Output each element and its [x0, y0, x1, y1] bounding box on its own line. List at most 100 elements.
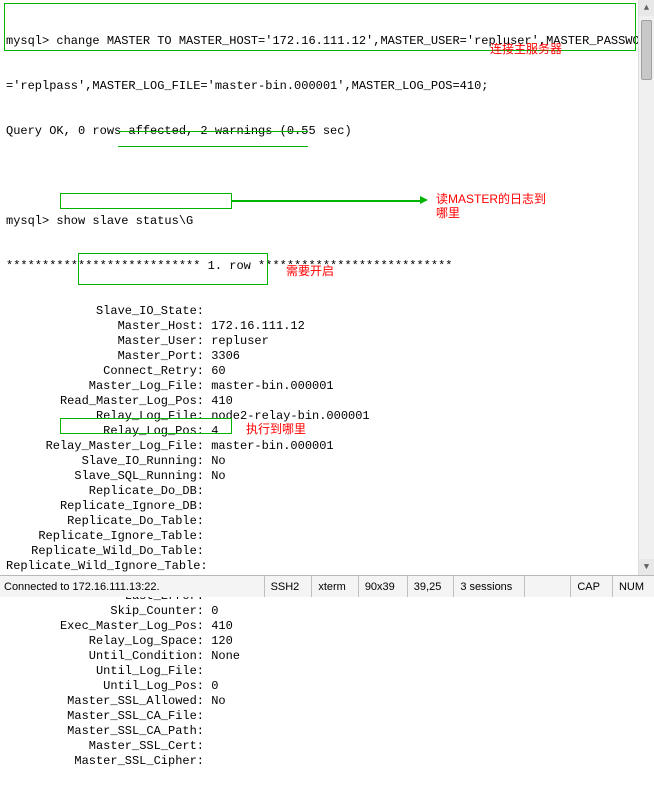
status-connected: Connected to 172.16.111.13:22. — [4, 581, 160, 593]
field-label: Replicate_Wild_Do_Table: — [6, 544, 204, 559]
scroll-thumb[interactable] — [641, 20, 652, 80]
status-field-row: Until_Condition: None — [6, 649, 648, 664]
scroll-up-icon[interactable]: ▲ — [639, 0, 654, 16]
scroll-down-icon[interactable]: ▼ — [639, 559, 654, 575]
status-field-row: Replicate_Ignore_DB: — [6, 499, 648, 514]
field-label: Replicate_Do_DB: — [6, 484, 204, 499]
field-label: Until_Log_File: — [6, 664, 204, 679]
status-field-row: Connect_Retry: 60 — [6, 364, 648, 379]
field-label: Skip_Counter: — [6, 604, 204, 619]
field-label: Master_Port: — [6, 349, 204, 364]
field-value — [204, 709, 211, 723]
status-field-row: Relay_Log_Pos: 4 — [6, 424, 648, 439]
annotation-read-master-log: 读MASTER的日志到哪里 — [436, 192, 546, 220]
field-value — [204, 529, 211, 543]
status-sessions: 3 sessions — [453, 576, 518, 597]
field-value — [204, 664, 211, 678]
field-value: 0 — [204, 604, 218, 618]
status-field-row: Slave_SQL_Running: No — [6, 469, 648, 484]
field-value — [204, 304, 211, 318]
field-value: 3306 — [204, 349, 240, 363]
status-cap: CAP — [570, 576, 606, 597]
status-field-row: Master_SSL_CA_Path: — [6, 724, 648, 739]
field-value: No — [204, 694, 226, 708]
field-value: 120 — [204, 634, 233, 648]
field-value: 172.16.111.12 — [204, 319, 305, 333]
field-value: 4 — [204, 424, 218, 438]
cmd-line-3: Query OK, 0 rows affected, 2 warnings (0… — [6, 124, 648, 139]
field-label: Replicate_Ignore_DB: — [6, 499, 204, 514]
field-value — [204, 499, 211, 513]
status-field-row: Until_Log_File: — [6, 664, 648, 679]
field-label: Replicate_Ignore_Table: — [6, 529, 204, 544]
field-label: Master_Log_File: — [6, 379, 204, 394]
field-label: Relay_Master_Log_File: — [6, 439, 204, 454]
field-value — [204, 559, 211, 573]
annotation-need-enable: 需要开启 — [286, 262, 334, 279]
status-size: 90x39 — [358, 576, 401, 597]
field-label: Master_SSL_Cert: — [6, 739, 204, 754]
field-value: No — [204, 454, 226, 468]
field-value — [204, 754, 211, 768]
field-value: 410 — [204, 394, 233, 408]
show-slave-cmd: mysql> show slave status\G — [6, 214, 648, 229]
status-field-row: Master_Port: 3306 — [6, 349, 648, 364]
status-field-row: Until_Log_Pos: 0 — [6, 679, 648, 694]
terminal-output: mysql> change MASTER TO MASTER_HOST='172… — [0, 0, 654, 788]
status-field-row: Master_Host: 172.16.111.12 — [6, 319, 648, 334]
status-num: NUM — [612, 576, 650, 597]
field-value: 0 — [204, 679, 218, 693]
field-value — [204, 724, 211, 738]
status-field-row: Skip_Counter: 0 — [6, 604, 648, 619]
field-label: Slave_IO_State: — [6, 304, 204, 319]
field-label: Replicate_Wild_Ignore_Table: — [6, 559, 204, 574]
status-field-row: Relay_Log_Space: 120 — [6, 634, 648, 649]
arrow-read-master — [232, 200, 422, 202]
field-label: Connect_Retry: — [6, 364, 204, 379]
field-value: repluser — [204, 334, 269, 348]
field-label: Slave_IO_Running: — [6, 454, 204, 469]
status-field-row: Exec_Master_Log_Pos: 410 — [6, 619, 648, 634]
field-value — [204, 544, 211, 558]
status-field-row: Replicate_Wild_Do_Table: — [6, 544, 648, 559]
field-label: Read_Master_Log_Pos: — [6, 394, 204, 409]
status-term: xterm — [311, 576, 352, 597]
status-field-row: Master_User: repluser — [6, 334, 648, 349]
status-field-row: Slave_IO_Running: No — [6, 454, 648, 469]
field-value — [204, 739, 211, 753]
field-value: master-bin.000001 — [204, 439, 334, 453]
field-label: Until_Log_Pos: — [6, 679, 204, 694]
status-field-row: Replicate_Do_DB: — [6, 484, 648, 499]
field-value: None — [204, 649, 240, 663]
field-label: Master_User: — [6, 334, 204, 349]
annotation-connect-master: 连接主服务器 — [490, 40, 562, 57]
status-field-row: Master_SSL_Cipher: — [6, 754, 648, 769]
status-field-row: Master_Log_File: master-bin.000001 — [6, 379, 648, 394]
arrow-head-read-master — [420, 196, 428, 204]
status-field-row: Slave_IO_State: — [6, 304, 648, 319]
field-label: Master_SSL_Cipher: — [6, 754, 204, 769]
field-label: Relay_Log_Pos: — [6, 424, 204, 439]
status-field-row: Replicate_Do_Table: — [6, 514, 648, 529]
status-field-row: Relay_Log_File: node2-relay-bin.000001 — [6, 409, 648, 424]
field-value — [204, 484, 211, 498]
status-field-row: Master_SSL_Cert: — [6, 739, 648, 754]
vertical-scrollbar[interactable]: ▲ ▼ — [638, 0, 654, 575]
field-label: Master_SSL_CA_File: — [6, 709, 204, 724]
field-value: 410 — [204, 619, 233, 633]
field-label: Master_SSL_CA_Path: — [6, 724, 204, 739]
cmd-line-2: ='replpass',MASTER_LOG_FILE='master-bin.… — [6, 79, 648, 94]
status-pos: 39,25 — [407, 576, 448, 597]
status-field-row: Replicate_Wild_Ignore_Table: — [6, 559, 648, 574]
field-label: Exec_Master_Log_Pos: — [6, 619, 204, 634]
field-value: master-bin.000001 — [204, 379, 334, 393]
status-field-row: Master_SSL_Allowed: No — [6, 694, 648, 709]
annotation-exec-to-where: 执行到哪里 — [246, 420, 306, 437]
field-value — [204, 514, 211, 528]
field-value: 60 — [204, 364, 226, 378]
status-field-row: Master_SSL_CA_File: — [6, 709, 648, 724]
field-label: Replicate_Do_Table: — [6, 514, 204, 529]
status-proto: SSH2 — [264, 576, 306, 597]
field-label: Slave_SQL_Running: — [6, 469, 204, 484]
field-label: Relay_Log_File: — [6, 409, 204, 424]
